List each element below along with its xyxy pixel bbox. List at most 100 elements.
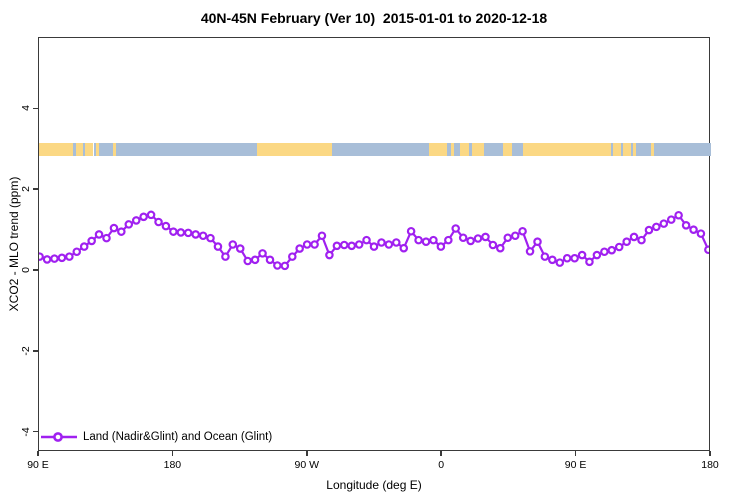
series-point — [652, 222, 661, 232]
map-band-segment-ocean — [83, 143, 86, 157]
series-point — [288, 252, 297, 261]
series-point — [169, 227, 178, 236]
x-tick-label: 90 E — [564, 459, 587, 471]
map-band-segment-land — [112, 143, 116, 157]
x-tick-label: 90 E — [27, 459, 49, 471]
map-band-segment-land — [257, 143, 332, 157]
series-point — [39, 252, 44, 261]
series-point — [317, 231, 327, 241]
series-point — [429, 235, 438, 245]
world-map-band — [39, 38, 711, 450]
series-point — [644, 225, 654, 235]
series-point — [139, 212, 148, 222]
series-point — [629, 232, 639, 242]
y-tick-label: 4 — [20, 105, 32, 112]
x-tick-label: 90 W — [294, 459, 320, 471]
series-point — [146, 210, 156, 220]
series-point — [622, 237, 631, 246]
y-axis-tick — [33, 350, 38, 352]
map-band-segment-land — [75, 143, 84, 157]
y-axis-tick — [33, 188, 38, 190]
series-point — [258, 249, 267, 258]
map-band-segment-ocean — [115, 143, 258, 157]
series-point — [384, 240, 394, 249]
series-point — [681, 221, 691, 230]
series-point — [94, 230, 104, 239]
map-band-segment-ocean — [93, 143, 96, 157]
x-axis-title: Longitude (deg E) — [326, 478, 422, 492]
map-band-segment-land — [85, 143, 94, 157]
series-point — [577, 250, 587, 260]
series-point — [362, 235, 371, 245]
series-point — [540, 252, 550, 261]
x-axis-tick — [306, 451, 308, 456]
series-point — [689, 225, 698, 234]
series-point — [377, 238, 386, 247]
series-point — [79, 242, 89, 251]
map-band-segment-ocean — [331, 143, 429, 157]
map-band-segment-ocean — [610, 143, 614, 157]
plot-area: Land (Nadir&Glint) and Ocean (Glint) — [38, 37, 711, 451]
series-point — [176, 228, 186, 237]
x-axis-tick — [709, 451, 711, 456]
series-point — [332, 241, 342, 251]
map-band-segment-land — [39, 143, 74, 157]
series-point — [704, 245, 709, 255]
series-point — [466, 236, 475, 246]
series-point — [666, 215, 676, 224]
x-axis-tick — [574, 451, 577, 456]
legend-line-marker-icon — [41, 432, 77, 442]
series-point — [399, 243, 409, 253]
x-axis-tick — [37, 451, 39, 456]
map-band-segment-land — [633, 143, 637, 157]
series-point — [503, 233, 513, 243]
series-point — [674, 210, 683, 220]
series-point — [273, 261, 282, 270]
x-axis-tick — [440, 451, 442, 456]
series-point — [347, 241, 356, 251]
series-point — [265, 255, 275, 265]
map-band-segment-ocean — [653, 143, 711, 157]
series-point — [302, 240, 312, 249]
series-point — [659, 219, 669, 228]
series-point — [570, 253, 579, 263]
map-band-segment-ocean — [454, 143, 461, 157]
map-band-segment-land — [503, 143, 513, 157]
series-point — [131, 216, 141, 225]
series-point — [117, 227, 126, 236]
map-band-segment-ocean — [73, 143, 76, 157]
series-point — [228, 240, 238, 249]
map-band-segment-land — [428, 143, 447, 157]
series-point — [473, 234, 483, 243]
series-point — [183, 228, 193, 238]
series-point — [488, 240, 498, 250]
series-point — [607, 245, 617, 255]
series-point — [154, 217, 163, 227]
series-point — [191, 230, 200, 239]
series-point — [436, 242, 446, 251]
map-band-segment-land — [613, 143, 621, 157]
series-point — [235, 244, 245, 253]
series-point — [548, 255, 557, 265]
series-point — [250, 255, 260, 265]
series-point — [198, 231, 208, 241]
series-point — [72, 247, 82, 257]
y-tick-label: -4 — [20, 426, 32, 437]
series-point — [161, 221, 171, 231]
series-point — [696, 229, 706, 238]
series-point — [414, 235, 423, 245]
series-point — [421, 237, 431, 246]
map-band-segment-ocean — [636, 143, 651, 157]
series-point — [369, 242, 379, 251]
series-point — [444, 235, 453, 245]
series-point — [221, 252, 230, 261]
series-point — [406, 226, 416, 236]
map-band-segment-ocean — [631, 143, 634, 157]
series-point — [243, 256, 252, 266]
series-point — [518, 226, 527, 236]
map-band-segment-land — [451, 143, 455, 157]
map-band-segment-land — [472, 143, 484, 157]
series-point — [451, 224, 460, 233]
x-axis-tick — [171, 451, 174, 456]
